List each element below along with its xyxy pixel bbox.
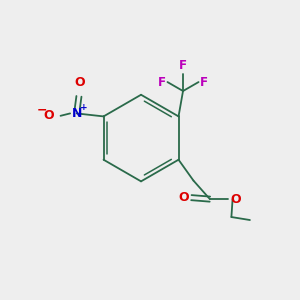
Text: O: O <box>43 109 54 122</box>
Text: N: N <box>71 107 82 120</box>
Text: O: O <box>230 193 241 206</box>
Text: +: + <box>80 103 88 112</box>
Text: −: − <box>37 103 47 116</box>
Text: F: F <box>158 76 166 88</box>
Text: O: O <box>178 191 189 204</box>
Text: F: F <box>179 59 187 72</box>
Text: O: O <box>74 76 85 89</box>
Text: F: F <box>200 76 208 88</box>
